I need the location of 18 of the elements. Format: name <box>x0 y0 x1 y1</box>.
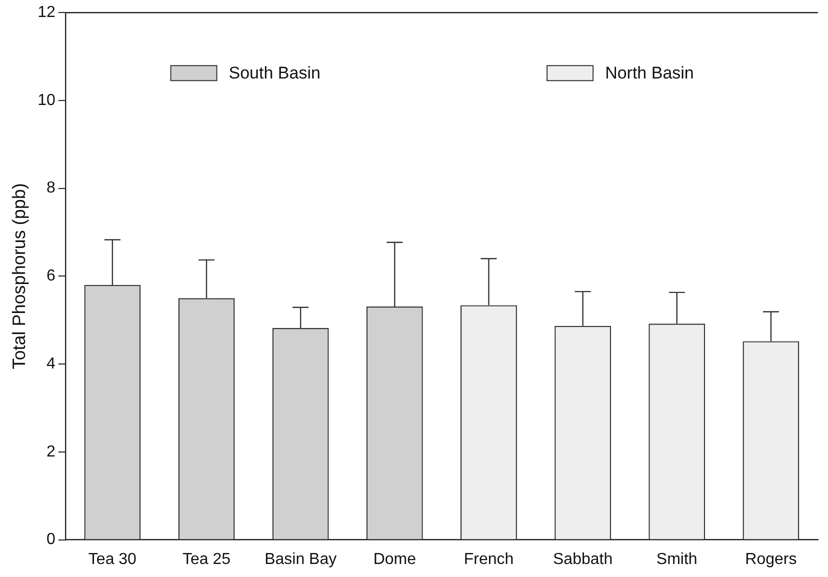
y-tick-label: 4 <box>46 355 56 372</box>
y-tick-label: 10 <box>38 92 56 109</box>
x-tick-label: Dome <box>373 550 416 568</box>
x-tick-label: Sabbath <box>553 550 613 568</box>
x-tick-label: Tea 25 <box>182 550 231 568</box>
y-tick-label: 6 <box>46 268 56 285</box>
legend-label: North Basin <box>605 63 694 82</box>
x-tick-label: Rogers <box>745 550 797 568</box>
y-tick-label: 0 <box>46 531 56 548</box>
y-tick-label: 12 <box>38 4 56 22</box>
x-tick-label: Basin Bay <box>264 550 337 568</box>
x-tick-label: Smith <box>656 550 698 568</box>
x-tick-label: French <box>464 550 514 568</box>
y-tick-label: 2 <box>46 443 56 460</box>
y-tick-label: 8 <box>46 180 56 197</box>
legend-label: South Basin <box>228 63 320 82</box>
y-axis-title: Total Phosphorus (ppb) <box>8 183 29 370</box>
x-tick-label: Tea 30 <box>88 550 137 568</box>
